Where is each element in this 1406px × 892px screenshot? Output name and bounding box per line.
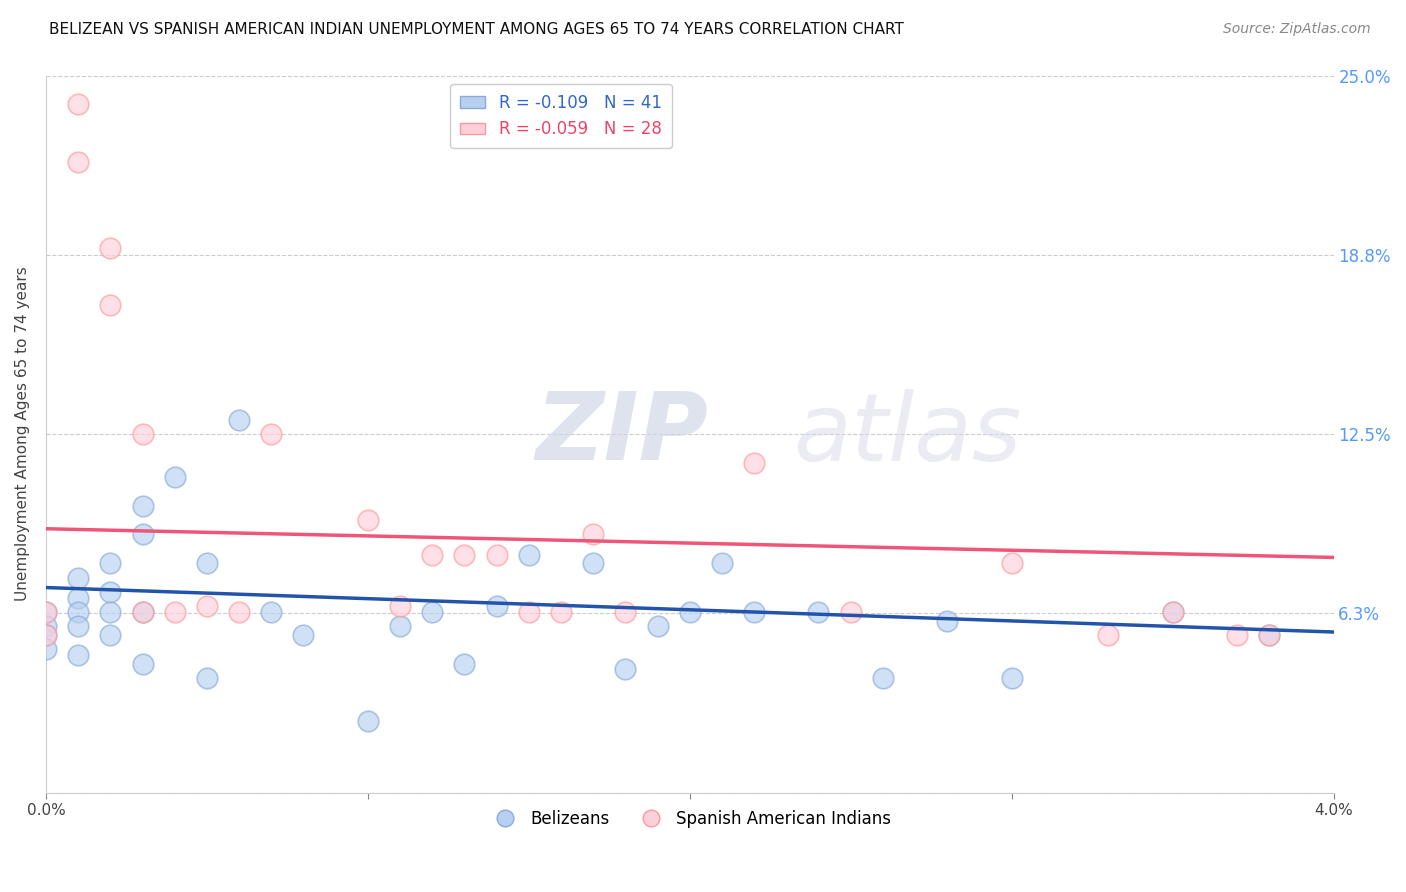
Point bbox=[98, 585, 121, 599]
Point bbox=[35, 605, 58, 619]
Point bbox=[195, 599, 218, 614]
Point bbox=[582, 527, 605, 541]
Point bbox=[195, 556, 218, 570]
Point bbox=[550, 605, 572, 619]
Point bbox=[35, 628, 58, 642]
Point bbox=[936, 614, 959, 628]
Point bbox=[357, 513, 380, 527]
Point bbox=[67, 97, 90, 112]
Point bbox=[389, 599, 412, 614]
Legend: Belizeans, Spanish American Indians: Belizeans, Spanish American Indians bbox=[482, 803, 897, 835]
Point bbox=[517, 548, 540, 562]
Point bbox=[453, 657, 475, 671]
Point bbox=[67, 605, 90, 619]
Point bbox=[67, 591, 90, 605]
Point bbox=[260, 605, 283, 619]
Point bbox=[1226, 628, 1249, 642]
Point bbox=[260, 427, 283, 442]
Point bbox=[485, 548, 508, 562]
Point bbox=[35, 628, 58, 642]
Point bbox=[131, 605, 153, 619]
Point bbox=[872, 671, 894, 685]
Point bbox=[357, 714, 380, 728]
Point bbox=[742, 605, 765, 619]
Point bbox=[420, 548, 443, 562]
Text: atlas: atlas bbox=[793, 389, 1021, 480]
Point bbox=[131, 527, 153, 541]
Point bbox=[163, 470, 186, 484]
Text: BELIZEAN VS SPANISH AMERICAN INDIAN UNEMPLOYMENT AMONG AGES 65 TO 74 YEARS CORRE: BELIZEAN VS SPANISH AMERICAN INDIAN UNEM… bbox=[49, 22, 904, 37]
Text: ZIP: ZIP bbox=[536, 388, 709, 480]
Point bbox=[453, 548, 475, 562]
Point bbox=[614, 662, 637, 676]
Point bbox=[35, 619, 58, 633]
Point bbox=[228, 605, 250, 619]
Point bbox=[131, 605, 153, 619]
Point bbox=[131, 499, 153, 513]
Point bbox=[292, 628, 315, 642]
Point bbox=[131, 657, 153, 671]
Point bbox=[1161, 605, 1184, 619]
Point bbox=[807, 605, 830, 619]
Point bbox=[710, 556, 733, 570]
Point bbox=[517, 605, 540, 619]
Point bbox=[614, 605, 637, 619]
Point bbox=[98, 241, 121, 255]
Point bbox=[67, 648, 90, 662]
Point bbox=[1258, 628, 1281, 642]
Point bbox=[485, 599, 508, 614]
Point bbox=[839, 605, 862, 619]
Point bbox=[35, 642, 58, 657]
Point bbox=[1258, 628, 1281, 642]
Y-axis label: Unemployment Among Ages 65 to 74 years: Unemployment Among Ages 65 to 74 years bbox=[15, 267, 30, 601]
Point bbox=[1001, 556, 1024, 570]
Point bbox=[195, 671, 218, 685]
Point bbox=[67, 619, 90, 633]
Point bbox=[98, 605, 121, 619]
Point bbox=[389, 619, 412, 633]
Point bbox=[98, 556, 121, 570]
Point bbox=[1161, 605, 1184, 619]
Point bbox=[679, 605, 702, 619]
Point bbox=[228, 413, 250, 427]
Point bbox=[67, 570, 90, 584]
Point bbox=[98, 628, 121, 642]
Point bbox=[163, 605, 186, 619]
Point bbox=[1001, 671, 1024, 685]
Text: Source: ZipAtlas.com: Source: ZipAtlas.com bbox=[1223, 22, 1371, 37]
Point bbox=[67, 154, 90, 169]
Point bbox=[582, 556, 605, 570]
Point bbox=[1097, 628, 1119, 642]
Point bbox=[131, 427, 153, 442]
Point bbox=[35, 605, 58, 619]
Point bbox=[742, 456, 765, 470]
Point bbox=[647, 619, 669, 633]
Point bbox=[420, 605, 443, 619]
Point bbox=[98, 298, 121, 312]
